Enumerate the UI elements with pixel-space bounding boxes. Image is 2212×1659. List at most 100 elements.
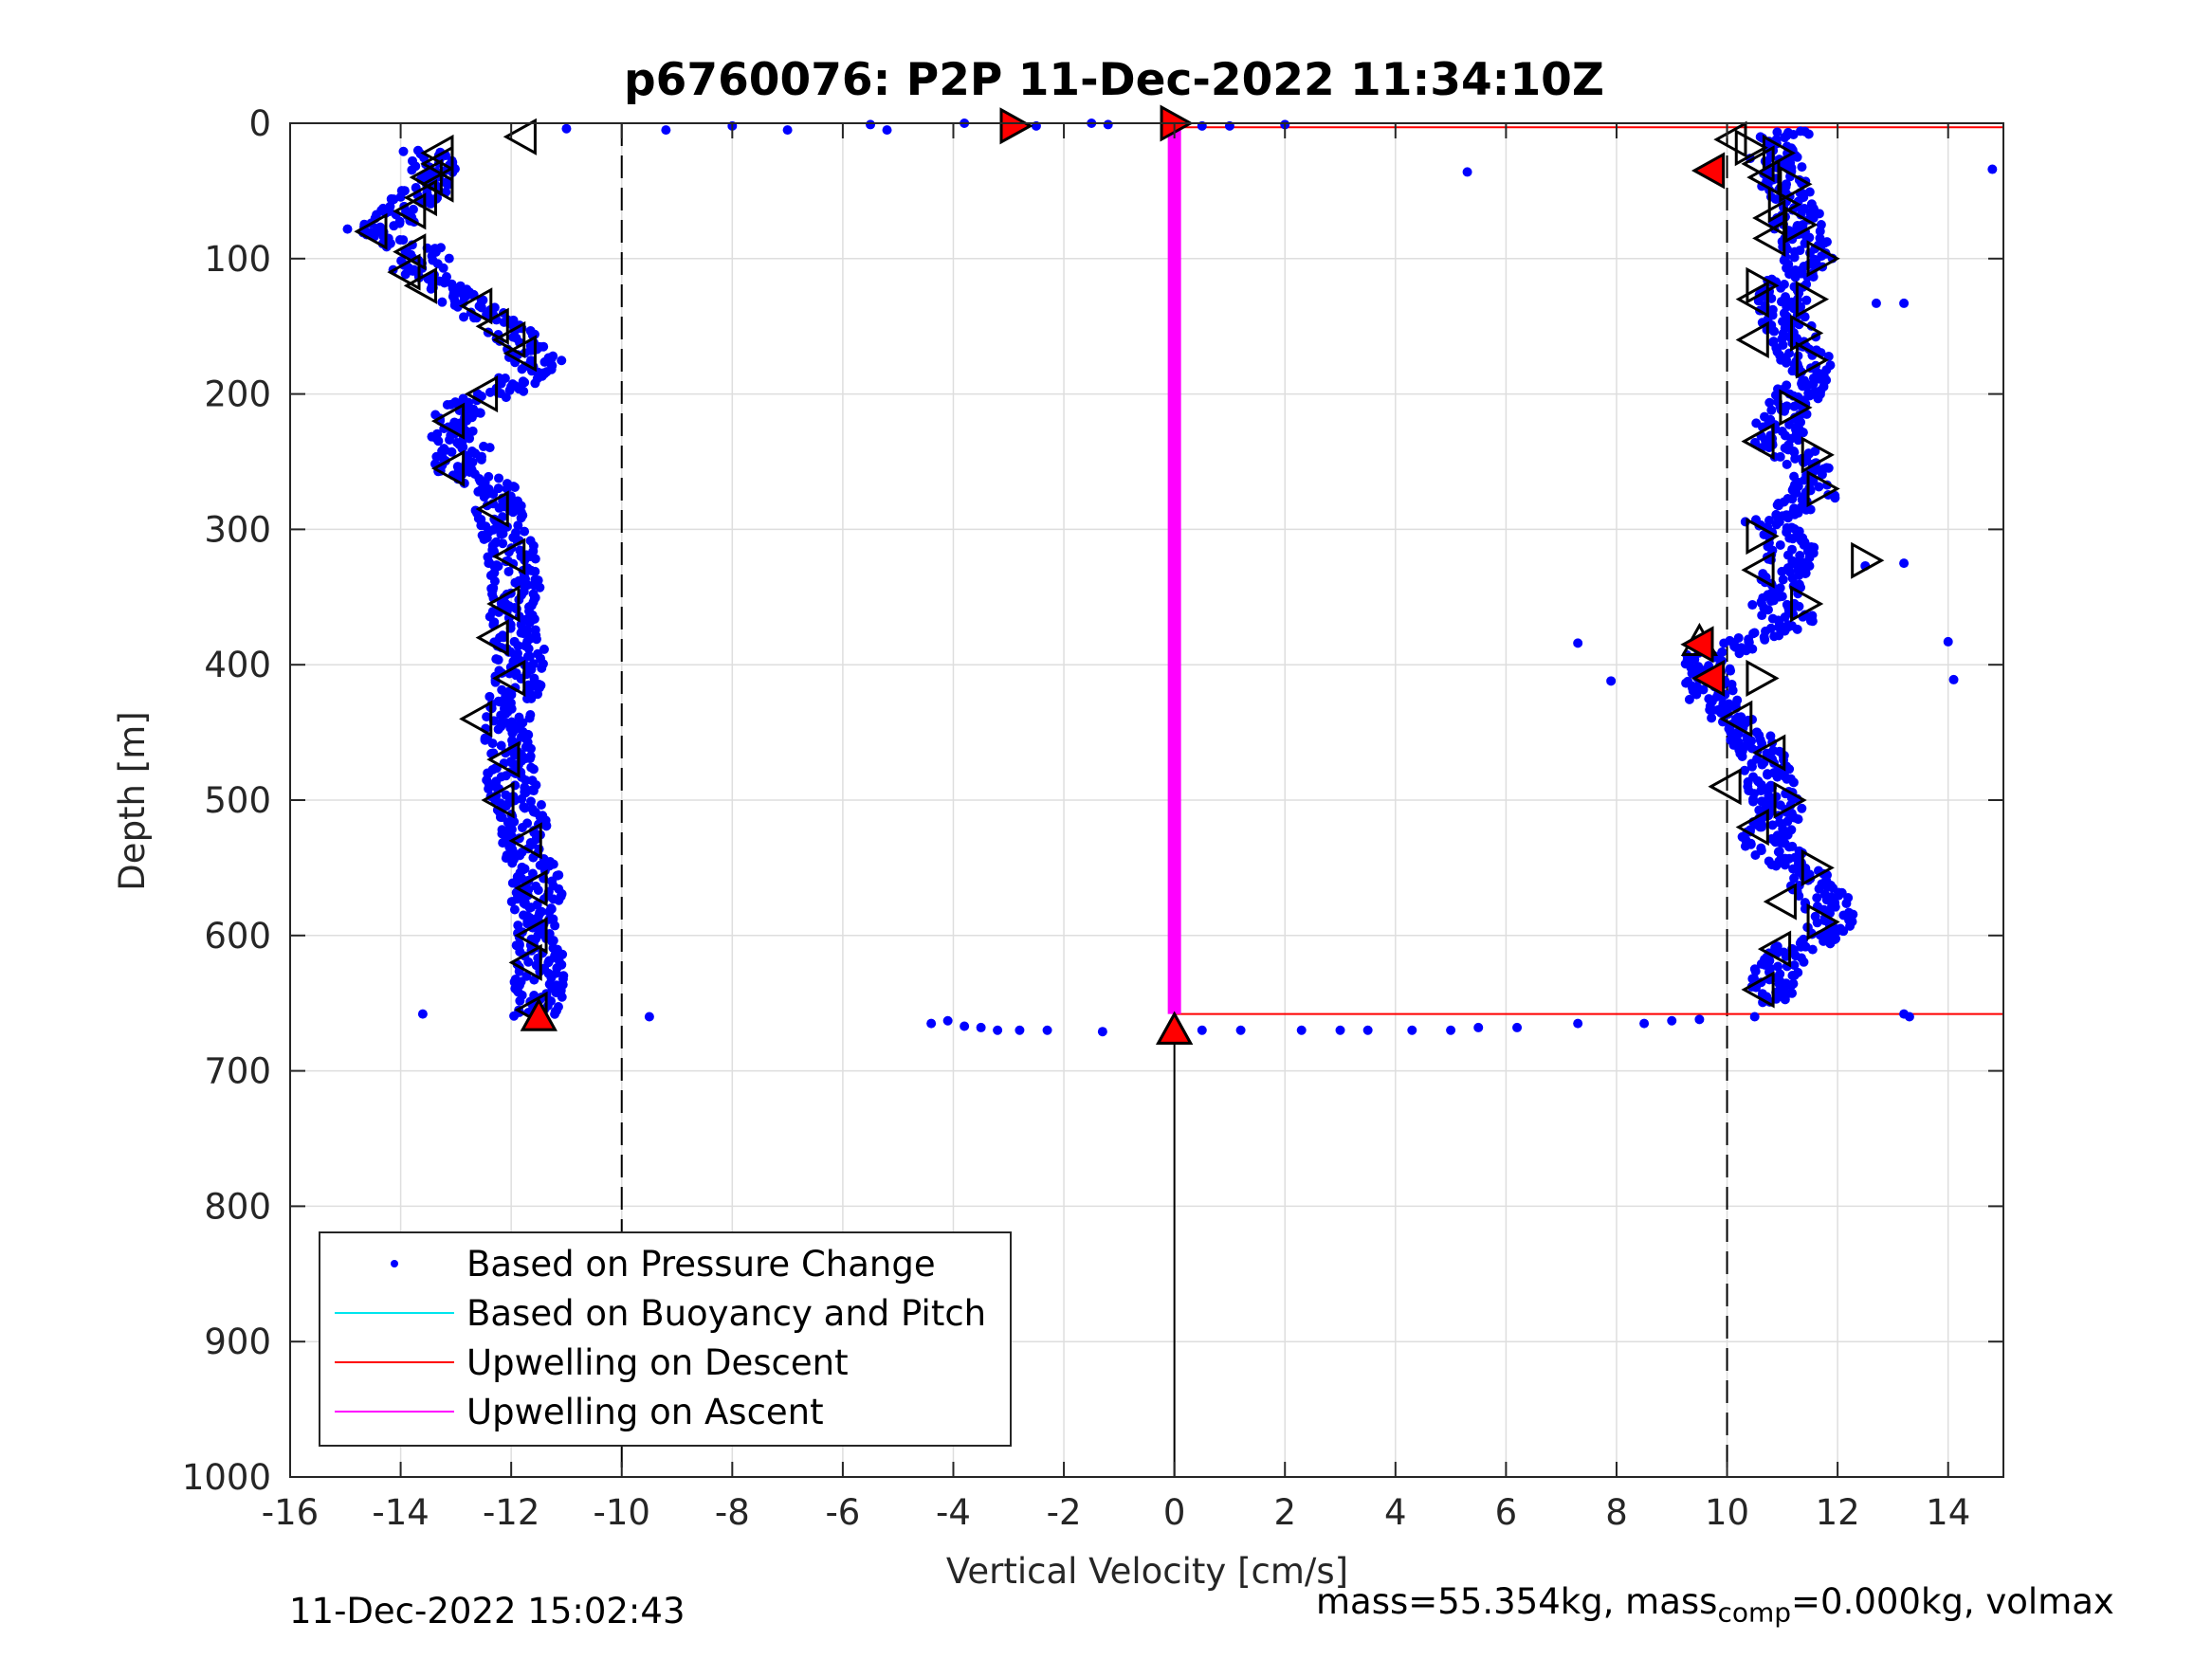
open-triangle-left-marker xyxy=(403,266,437,304)
open-triangle-left-marker xyxy=(481,781,515,819)
pressure-dot-descent xyxy=(513,641,523,651)
pressure-dot xyxy=(1573,1018,1583,1029)
pressure-dot-ascent xyxy=(1750,849,1761,860)
pressure-dot-ascent xyxy=(1817,469,1827,480)
pressure-dot-descent xyxy=(520,377,530,388)
pressure-dot-ascent xyxy=(1788,129,1799,139)
pressure-dot-ascent xyxy=(1782,816,1793,827)
pressure-dot-descent xyxy=(389,194,399,205)
pressure-dot-descent xyxy=(508,507,519,518)
pressure-dot-ascent xyxy=(1707,705,1717,716)
pressure-dot xyxy=(1407,1025,1417,1035)
pressure-dot-descent xyxy=(494,473,504,483)
pressure-dot-descent xyxy=(530,566,540,576)
open-triangle-left-marker xyxy=(514,869,548,907)
pressure-dot-descent xyxy=(501,801,511,811)
open-triangle-left-marker xyxy=(430,449,466,487)
pressure-dot-ascent xyxy=(1757,611,1767,621)
pressure-dot-descent xyxy=(502,483,512,494)
pressure-dot-descent xyxy=(515,995,525,1006)
pressure-dot-ascent xyxy=(1792,152,1802,162)
open-triangle-left-marker xyxy=(464,375,499,413)
pressure-dot-ascent xyxy=(1760,634,1770,645)
pressure-dot xyxy=(1749,1012,1760,1022)
pressure-dot-ascent xyxy=(1684,694,1694,704)
pressure-dot-ascent xyxy=(1766,596,1777,607)
open-triangle-right-marker xyxy=(1767,186,1801,224)
pressure-dot xyxy=(866,119,876,130)
pressure-dot-ascent xyxy=(1728,685,1738,696)
pressure-dot-descent xyxy=(507,728,518,738)
pressure-dot-ascent xyxy=(1780,860,1790,870)
y-tick-label: 800 xyxy=(204,1186,271,1227)
pressure-dot-ascent xyxy=(1841,898,1852,908)
pressure-dot-descent xyxy=(476,302,486,313)
open-triangle-left-marker xyxy=(486,585,521,623)
filled-red-triangle-marker xyxy=(1680,626,1714,664)
open-triangle-left-marker xyxy=(393,192,427,230)
open-triangle-left-marker xyxy=(354,212,388,250)
pressure-dot-descent xyxy=(544,906,555,917)
y-tick-label: 100 xyxy=(204,239,271,280)
pressure-dot-descent xyxy=(494,502,504,513)
pressure-dot-ascent xyxy=(1781,357,1791,368)
x-tick-label: 4 xyxy=(1384,1492,1407,1533)
pressure-dot xyxy=(942,1015,953,1026)
pressure-dot-descent xyxy=(400,269,411,280)
y-tick-label: 300 xyxy=(204,509,271,550)
pressure-dot-descent xyxy=(495,811,505,822)
legend-label: Based on Pressure Change xyxy=(466,1244,936,1285)
open-triangle-left-marker xyxy=(387,253,421,291)
x-tick-label: 10 xyxy=(1705,1492,1749,1533)
open-triangle-left-marker xyxy=(508,943,542,981)
pressure-dot xyxy=(1871,298,1881,308)
pressure-dot-descent xyxy=(504,385,515,395)
pressure-dot-descent xyxy=(537,663,547,673)
pressure-dot-descent xyxy=(342,224,353,234)
pressure-dot-descent xyxy=(554,870,564,881)
open-triangle-left-marker xyxy=(1752,734,1786,772)
pressure-dot-descent xyxy=(445,434,455,445)
pressure-dot-descent xyxy=(407,165,417,175)
mass-text-rest: =0.000kg, volmax xyxy=(1791,1581,2114,1622)
open-triangle-left-marker xyxy=(420,145,454,183)
pressure-dot-descent xyxy=(509,904,520,915)
pressure-dot-ascent xyxy=(1812,893,1822,903)
open-triangle-right-marker xyxy=(1784,206,1819,244)
pressure-dot xyxy=(993,1025,1003,1035)
pressure-dot xyxy=(1948,674,1959,684)
pressure-dot-descent xyxy=(523,644,534,654)
pressure-dot xyxy=(926,1018,937,1029)
x-tick-label: 0 xyxy=(1163,1492,1186,1533)
pressure-dot-descent xyxy=(498,838,508,848)
pressure-dot-ascent xyxy=(1793,435,1803,446)
pressure-dot-descent xyxy=(398,146,409,156)
x-tick-label: -12 xyxy=(483,1492,539,1533)
pressure-dot-descent xyxy=(550,1009,560,1019)
axis-ticks: -16 -14 -12 -10 -8 -6 -4 -2 0 2 4 6 8 10 12 14 0 100 200 30… xyxy=(182,103,2003,1533)
pressure-dot xyxy=(1899,298,1910,308)
pressure-dot-ascent xyxy=(1757,759,1767,770)
pressure-dot-ascent xyxy=(1825,939,1836,949)
pressure-dot-ascent xyxy=(1690,654,1700,665)
pressure-dot-ascent xyxy=(1780,994,1790,1005)
x-tick-label: -16 xyxy=(262,1492,319,1533)
open-triangle-left-marker xyxy=(430,402,466,440)
pressure-dot-ascent xyxy=(1747,600,1758,611)
legend-label: Based on Buoyancy and Pitch xyxy=(466,1293,986,1334)
open-triangle-right-marker xyxy=(1851,541,1885,579)
x-tick-label: -14 xyxy=(372,1492,429,1533)
open-triangle-left-marker xyxy=(1735,320,1769,359)
open-triangle-right-marker xyxy=(1790,314,1824,352)
open-triangle-right-marker xyxy=(1779,389,1813,427)
pressure-dot xyxy=(1987,164,1998,174)
pressure-dot-ascent xyxy=(1740,765,1750,775)
open-triangle-right-marker xyxy=(1773,781,1807,819)
open-triangle-right-marker xyxy=(1806,470,1840,508)
pressure-dot-descent xyxy=(459,312,469,322)
open-triangle-left-marker xyxy=(459,700,493,738)
x-tick-label: 2 xyxy=(1273,1492,1296,1533)
pressure-dot-ascent xyxy=(1798,381,1808,392)
pressure-dot-ascent xyxy=(1748,796,1759,807)
pressure-dot-ascent xyxy=(1801,295,1812,305)
